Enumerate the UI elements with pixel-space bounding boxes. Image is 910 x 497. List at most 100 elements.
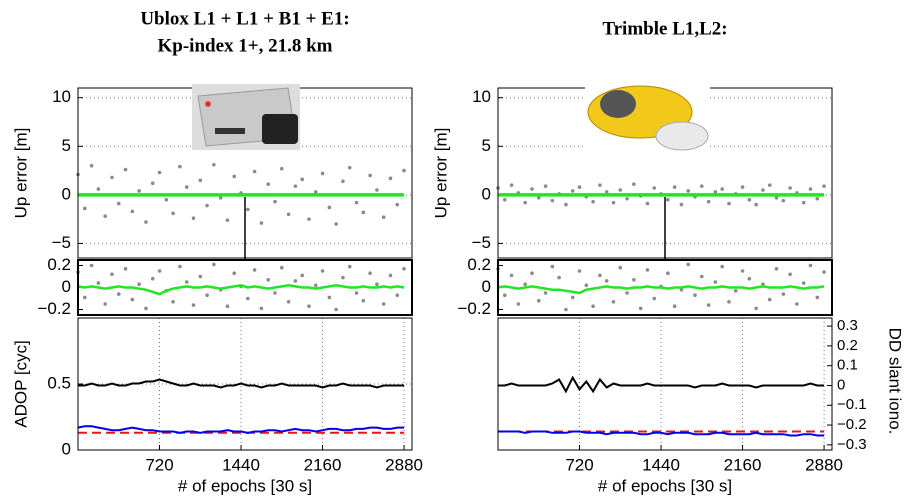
data-point xyxy=(327,205,332,210)
data-point xyxy=(347,264,352,269)
data-point xyxy=(699,184,704,188)
data-point xyxy=(320,171,325,176)
data-point xyxy=(747,197,752,202)
data-point xyxy=(815,196,820,201)
data-point xyxy=(570,189,575,193)
data-point xyxy=(300,177,304,182)
plot-area xyxy=(498,318,832,450)
y-axis-label: ADOP [cyc] xyxy=(11,340,30,428)
data-point xyxy=(375,188,379,192)
y-tick-label: 10 xyxy=(472,87,491,106)
data-point xyxy=(801,200,806,205)
data-point xyxy=(259,221,264,225)
data-point xyxy=(266,278,271,282)
data-point xyxy=(395,293,400,298)
y-tick-label: −0.2 xyxy=(37,299,71,318)
data-point xyxy=(550,198,555,203)
data-point xyxy=(523,282,527,287)
data-point xyxy=(313,283,318,288)
data-point xyxy=(530,271,534,276)
data-point xyxy=(381,215,386,219)
data-point xyxy=(808,187,813,191)
x-tick-label: 2160 xyxy=(304,455,342,474)
x-tick-label: 2880 xyxy=(385,455,423,474)
data-point xyxy=(82,206,87,211)
data-point xyxy=(706,199,711,204)
data-point xyxy=(205,203,209,208)
data-point xyxy=(307,217,311,221)
data-point xyxy=(130,297,135,302)
data-point xyxy=(232,271,237,276)
data-point xyxy=(638,306,643,311)
y-tick-label: −0.2 xyxy=(457,299,491,318)
chart-title: Kp-index 1+, 21.8 km xyxy=(158,35,333,56)
y-tick-label: 5 xyxy=(482,136,491,155)
data-point xyxy=(293,279,298,283)
data-point xyxy=(672,304,677,309)
data-point xyxy=(361,298,366,303)
data-point xyxy=(774,195,779,200)
data-point xyxy=(788,272,792,277)
data-point xyxy=(157,269,162,273)
y-tick-label: 0 xyxy=(62,184,71,203)
y-tick-label: 0 xyxy=(482,277,491,296)
data-point xyxy=(604,190,609,194)
data-point xyxy=(570,295,575,300)
data-point xyxy=(781,198,786,203)
data-point xyxy=(801,281,806,285)
data-point xyxy=(808,263,813,268)
x-axis-label: # of epochs [30 s] xyxy=(598,476,732,495)
charts: −5 0 5 10 Ublox L1 + L1 + B1 + E1: Kp-index 1… xyxy=(11,8,904,495)
data-point xyxy=(286,300,291,304)
data-point xyxy=(720,187,724,191)
data-point xyxy=(198,178,203,183)
data-point xyxy=(577,269,582,273)
data-point xyxy=(509,273,514,278)
data-point xyxy=(679,202,684,207)
data-point xyxy=(388,273,393,278)
data-point xyxy=(116,292,121,296)
data-point xyxy=(536,298,541,303)
y2-axis-label: DD slant iono. xyxy=(886,328,905,435)
data-line xyxy=(497,285,825,295)
data-line xyxy=(77,284,405,296)
data-point xyxy=(218,195,223,200)
data-point xyxy=(713,190,718,194)
data-point xyxy=(652,296,657,301)
data-point xyxy=(767,183,772,187)
data-point xyxy=(395,202,400,207)
data-point xyxy=(205,293,209,298)
data-point xyxy=(509,183,514,187)
data-point xyxy=(402,168,406,173)
data-point xyxy=(761,282,765,287)
y2-tick-label: 0.1 xyxy=(837,357,858,374)
data-point xyxy=(740,269,745,273)
data-point xyxy=(591,199,595,204)
data-point xyxy=(720,264,724,269)
data-point xyxy=(279,265,284,270)
data-point xyxy=(767,297,772,302)
y-tick-label: 0.2 xyxy=(47,255,71,274)
data-point xyxy=(604,279,609,283)
data-point xyxy=(103,214,107,219)
data-point xyxy=(123,267,128,271)
data-point xyxy=(232,174,237,179)
data-point xyxy=(611,200,616,205)
data-point xyxy=(598,273,602,278)
data-point xyxy=(320,269,325,273)
data-point xyxy=(672,185,677,189)
data-point xyxy=(543,184,548,188)
data-point xyxy=(368,173,372,178)
chart-title: Ublox L1 + L1 + B1 + E1: xyxy=(140,8,349,29)
data-point xyxy=(686,262,691,267)
data-point xyxy=(727,201,731,206)
data-point xyxy=(334,307,338,312)
data-point xyxy=(184,185,189,189)
x-axis-label: # of epochs [30 s] xyxy=(178,476,312,495)
data-point xyxy=(591,304,595,309)
data-line xyxy=(77,425,405,434)
data-point xyxy=(300,273,304,278)
data-point xyxy=(557,275,561,280)
data-point xyxy=(536,195,541,200)
axes-frame xyxy=(497,317,833,451)
